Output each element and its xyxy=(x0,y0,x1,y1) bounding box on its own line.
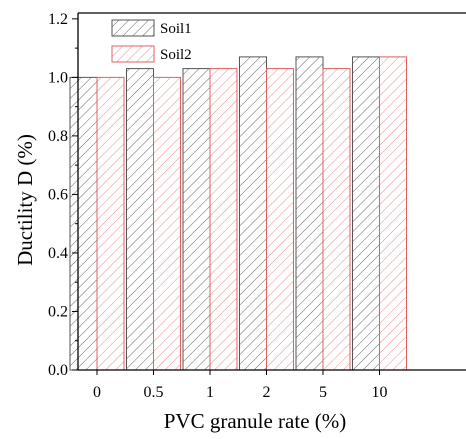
legend-label-soil2: Soil2 xyxy=(160,47,192,63)
bar-soil2-10 xyxy=(379,56,407,371)
y-tick-label: 0.8 xyxy=(48,128,68,145)
x-axis-title: PVC granule rate (%) xyxy=(164,409,347,433)
bar-soil2-5 xyxy=(322,68,351,371)
bar-soil1-5 xyxy=(295,56,324,371)
chart-legend: Soil1 Soil2 xyxy=(111,19,192,63)
bar-soil2-2 xyxy=(266,68,294,371)
bar-soil1-0 xyxy=(69,76,98,371)
x-tick-label: 2 xyxy=(263,384,271,401)
axes-layer xyxy=(72,12,466,375)
y-tick-label: 0.2 xyxy=(48,303,68,320)
legend-swatch-soil2 xyxy=(111,45,155,63)
x-tick-label: 5 xyxy=(319,384,327,401)
y-tick-label: 0.0 xyxy=(48,362,68,379)
bar-soil1-0.5 xyxy=(126,68,154,371)
bar-soil1-10 xyxy=(352,56,380,371)
bar-soil2-0.5 xyxy=(153,76,181,371)
y-tick-label: 0.4 xyxy=(48,245,68,262)
bars-layer xyxy=(69,56,407,371)
y-tick-label: 0.6 xyxy=(48,186,68,203)
legend-label-soil1: Soil1 xyxy=(160,21,192,37)
y-axis-title: Ductility D (%) xyxy=(13,134,37,266)
bar-soil2-1 xyxy=(209,68,238,371)
legend-swatch-soil1 xyxy=(111,19,155,37)
x-tick-label: 0 xyxy=(93,384,101,401)
labels-layer: 0 0.5 1 2 5 10 0.0 0.2 0.4 0.6 0.8 1.0 1.2 xyxy=(48,11,388,401)
bar-soil1-2 xyxy=(239,56,267,371)
y-tick-label: 1.0 xyxy=(48,69,68,86)
bar-soil2-0 xyxy=(96,76,125,371)
x-tick-label: 0.5 xyxy=(144,384,164,401)
bar-soil1-1 xyxy=(182,68,211,371)
y-tick-label: 1.2 xyxy=(48,11,68,28)
x-tick-label: 1 xyxy=(206,384,214,401)
x-tick-label: 10 xyxy=(372,384,388,401)
